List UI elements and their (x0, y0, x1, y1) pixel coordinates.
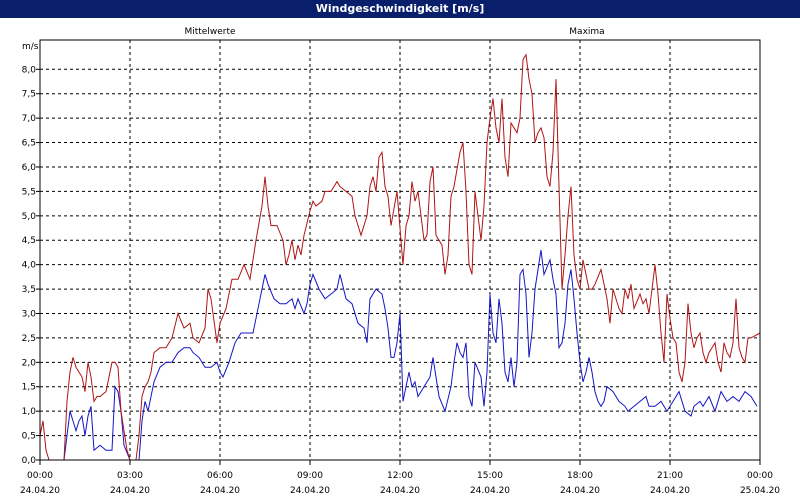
y-tick-label: 8,0 (22, 65, 37, 75)
y-tick-label: 3,5 (22, 285, 36, 295)
x-tick-date: 24.04.20 (650, 486, 690, 496)
legend-mittelwerte: Mittelwerte (184, 27, 235, 37)
x-tick-time: 00:00 (27, 471, 53, 481)
x-tick-date: 24.04.20 (380, 486, 420, 496)
x-tick-date: 24.04.20 (470, 486, 510, 496)
grid-lines (36, 40, 761, 465)
x-tick-time: 18:00 (567, 471, 593, 481)
y-tick-label: 1,0 (22, 407, 37, 417)
y-axis-label: m/s (22, 42, 39, 52)
y-tick-label: 6,5 (22, 139, 36, 149)
x-tick-time: 09:00 (297, 471, 323, 481)
y-tick-label: 7,5 (22, 90, 36, 100)
x-tick-date: 24.04.20 (200, 486, 240, 496)
x-tick-time: 03:00 (117, 471, 143, 481)
series-line-mittelwerte (40, 249, 758, 461)
y-tick-label: 4,0 (22, 261, 37, 271)
x-tick-date: 24.04.20 (560, 486, 600, 496)
y-tick-label: 2,0 (22, 358, 37, 368)
plot-area (39, 39, 761, 461)
x-tick-date: 24.04.20 (20, 486, 60, 496)
x-tick-date: 24.04.20 (110, 486, 150, 496)
y-tick-label: 0,0 (22, 456, 37, 466)
y-tick-label: 1,5 (22, 383, 36, 393)
y-tick-label: 3,0 (22, 309, 37, 319)
y-tick-label: 7,0 (22, 114, 37, 124)
y-tick-label: 0,5 (22, 432, 36, 442)
x-tick-time: 12:00 (387, 471, 413, 481)
window-title: Windgeschwindigkeit [m/s] (0, 0, 800, 18)
series-lines (39, 53, 761, 461)
x-tick-time: 15:00 (477, 471, 503, 481)
y-tick-labels: 0,0 0,5 1,0 1,5 2,0 2,5 3,0 3,5 4,0 4,5 5,0 5,5 6,0 6… (22, 65, 37, 466)
y-tick-label: 5,0 (22, 212, 37, 222)
x-tick-time: 21:00 (657, 471, 683, 481)
series-line-maxima (39, 53, 761, 461)
x-tick-date: 25.04.20 (740, 486, 780, 496)
y-tick-label: 2,5 (22, 334, 36, 344)
x-tick-date: 24.04.20 (290, 486, 330, 496)
y-tick-label: 6,0 (22, 163, 37, 173)
y-tick-label: 5,5 (22, 187, 36, 197)
x-tick-labels: 00:00 24.04.20 03:00 24.04.20 06:00 24.04.20 0… (20, 471, 780, 496)
x-tick-time: 06:00 (207, 471, 233, 481)
x-tick-time: 00:00 (747, 471, 773, 481)
y-tick-label: 4,5 (22, 236, 36, 246)
legend-maxima: Maxima (569, 27, 604, 37)
